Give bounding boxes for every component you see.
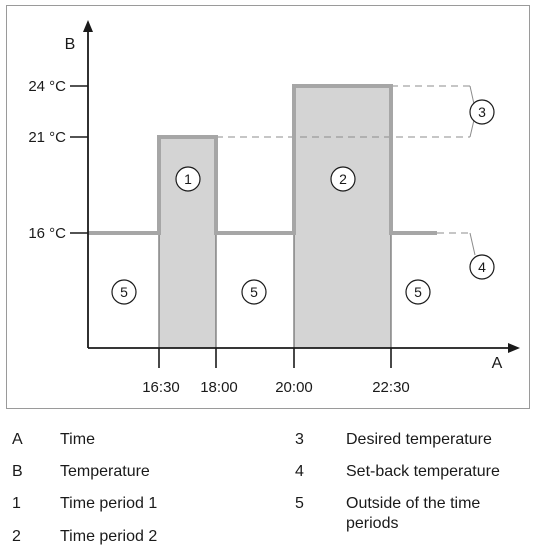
legend-text-4: Set-back temperature — [346, 463, 500, 480]
y-axis-letter: B — [65, 36, 76, 53]
legend-key-a: A — [12, 431, 23, 448]
y-tick-label-16: 16 °C — [28, 225, 66, 242]
callout-5-right: 5 — [405, 279, 431, 305]
legend-text-b: Temperature — [60, 463, 150, 480]
callout-3: 3 — [469, 99, 495, 125]
callout-2-label: 2 — [339, 171, 347, 187]
legend-key-3: 3 — [295, 431, 304, 448]
callout-4-leader — [469, 232, 476, 256]
temperature-curve — [88, 84, 437, 235]
legend-text-a: Time — [60, 431, 95, 448]
legend-key-1: 1 — [12, 495, 21, 512]
x-tick-label-2230: 22:30 — [372, 379, 410, 396]
legend-key-b: B — [12, 463, 23, 480]
legend-text-2: Time period 2 — [60, 528, 158, 545]
callout-5-left-label: 5 — [120, 284, 128, 300]
x-axis-arrow — [508, 343, 520, 353]
callout-5-left: 5 — [111, 279, 137, 305]
legend-key-5: 5 — [295, 495, 304, 512]
x-tick-label-1800: 18:00 — [200, 379, 238, 396]
callout-1: 1 — [175, 166, 201, 192]
callout-3-leader-bottom — [469, 119, 475, 138]
callout-3-leader-top — [469, 85, 475, 105]
callout-3-label: 3 — [478, 104, 486, 120]
callout-5-right-label: 5 — [414, 284, 422, 300]
time-period-2-area — [294, 86, 391, 348]
y-axis-arrow — [83, 20, 93, 32]
legend-text-3: Desired temperature — [346, 431, 492, 448]
callout-5-middle: 5 — [241, 279, 267, 305]
legend-key-4: 4 — [295, 463, 304, 480]
y-tick-label-24: 24 °C — [28, 78, 66, 95]
legend-text-5: Outside of the time periods — [346, 495, 481, 532]
temperature-time-diagram: B A 24 °C 21 °C 16 °C 16:30 18:00 20:00 … — [28, 20, 520, 396]
diagram-frame — [6, 5, 530, 409]
callout-4-label: 4 — [478, 259, 486, 275]
x-axis-letter: A — [492, 355, 503, 372]
callout-5-middle-label: 5 — [250, 284, 258, 300]
legend-key-2: 2 — [12, 528, 21, 545]
legend-text-1: Time period 1 — [60, 495, 158, 512]
x-tick-label-2000: 20:00 — [275, 379, 313, 396]
callout-1-label: 1 — [184, 171, 192, 187]
y-tick-label-21: 21 °C — [28, 129, 66, 146]
callout-2: 2 — [330, 166, 356, 192]
x-tick-label-1630: 16:30 — [142, 379, 180, 396]
callout-4: 4 — [469, 254, 495, 280]
